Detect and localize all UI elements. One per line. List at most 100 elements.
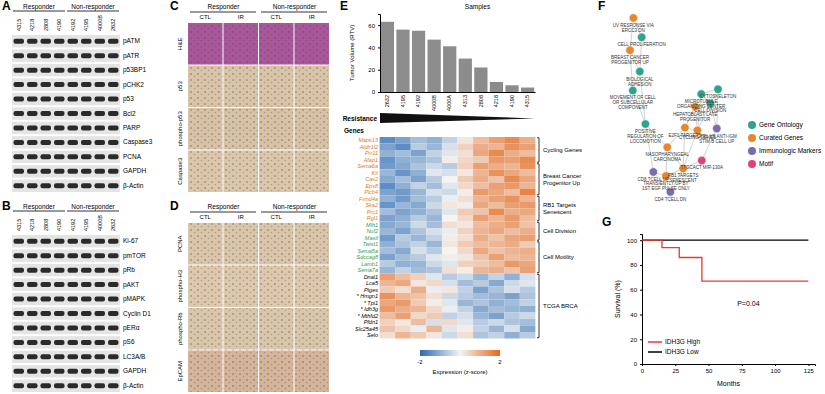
tick: 0 (634, 361, 642, 367)
heat-cell (473, 215, 489, 222)
tick: 0 (641, 364, 645, 374)
node-label: CD4 TCELL DN (655, 197, 687, 202)
blot-strip (12, 278, 120, 290)
heat-cell (489, 287, 505, 294)
tissue-texture (188, 308, 223, 350)
group-line (67, 211, 119, 212)
heat-cell (473, 254, 489, 261)
legend-label: Immunologic Markers (759, 147, 822, 155)
heat-cell (442, 150, 458, 157)
tick-label: 4192 (415, 95, 421, 107)
heat-cell (442, 254, 458, 261)
gene-label: Sema5a (358, 248, 379, 254)
tick-label: 25 (672, 368, 679, 374)
blot-band (54, 325, 65, 330)
resistance-label: Resistance (343, 115, 378, 122)
bar (412, 31, 425, 92)
color-bar-tick: -2 (417, 359, 423, 365)
condition-label: CTL (271, 14, 283, 20)
blot-strip (12, 136, 120, 148)
blot-band (95, 253, 106, 258)
heat-cell (504, 150, 520, 157)
blot-band (41, 268, 52, 273)
heat-cell (473, 196, 489, 203)
group-bracket (537, 222, 539, 240)
tissue-texture (259, 23, 294, 65)
heat-cell (380, 313, 396, 320)
blot-band (54, 297, 65, 302)
blot-band (54, 82, 65, 87)
tick-label: 4315 (524, 95, 530, 107)
tissue-image (295, 108, 330, 150)
heat-cell (380, 280, 396, 287)
heat-cell (442, 215, 458, 222)
tick-label: 4000A (446, 95, 452, 111)
heat-cell (411, 267, 427, 274)
blot-band (41, 325, 52, 330)
blot-band (95, 282, 106, 287)
tick-label: 4000B (431, 95, 437, 111)
heat-cell (380, 228, 396, 235)
row-label: phospho-p53 (177, 111, 183, 147)
heat-cell (489, 241, 505, 248)
gene-label: * Tpi1 (364, 300, 378, 306)
heat-cell (380, 235, 396, 242)
blot-band (27, 68, 38, 73)
blot-band (81, 369, 92, 374)
blot-strip (12, 249, 120, 261)
tick: 20 (630, 337, 642, 343)
blot-band (14, 325, 25, 330)
tick: 4315 (524, 95, 530, 107)
heat-cell (520, 274, 536, 281)
x-axis-title: Months (717, 380, 740, 387)
blot-band (68, 169, 79, 174)
gene-label: Ska2 (365, 202, 378, 208)
sample-label: 4190 (56, 19, 62, 31)
blot-band (41, 311, 52, 316)
legend-swatch (648, 351, 662, 353)
tissue-image (259, 66, 294, 108)
blot-band (14, 154, 25, 159)
blot-band (68, 311, 79, 316)
heat-cell (380, 267, 396, 274)
tissue-image (188, 23, 223, 65)
group-line (67, 11, 119, 12)
blot-band (14, 340, 25, 345)
heat-cell (380, 287, 396, 294)
y-axis-title: Tumor Volume (RTV) (349, 25, 355, 81)
protein-label: pATM (123, 37, 140, 45)
heat-cell (426, 183, 442, 190)
blot-band (41, 297, 52, 302)
blot-band (54, 68, 65, 73)
blot-band (108, 268, 119, 273)
group-line (261, 12, 327, 13)
bar (490, 82, 503, 92)
blot-band (14, 68, 25, 73)
heat-cell (458, 202, 474, 209)
blot-band (27, 311, 38, 316)
blot-panel: 4315421828084190Responder419241954000B26… (12, 3, 153, 192)
heat-cell (380, 163, 396, 170)
heat-cell (411, 261, 427, 268)
heat-cell (520, 137, 536, 144)
heat-cell (504, 215, 520, 222)
heat-cell (380, 209, 396, 216)
group-label: TCGA BRCA (543, 303, 578, 309)
blot-band (14, 239, 25, 244)
heat-cell (473, 241, 489, 248)
tissue-image (188, 151, 223, 193)
row-label: p53 (177, 81, 183, 92)
blot-band (41, 68, 52, 73)
heat-cell (426, 306, 442, 313)
heat-cell (473, 326, 489, 333)
bar (474, 67, 487, 92)
heat-cell (411, 176, 427, 183)
tissue-image (295, 351, 330, 393)
tick-mark (640, 364, 642, 365)
heat-cell (442, 332, 458, 339)
gene-label: Aldh1l2 (359, 144, 378, 150)
network: CYCLING GENESHEPATOBLAST LATEPROGENITORC… (610, 14, 737, 202)
tissue-texture (259, 266, 294, 308)
heat-cell (395, 319, 411, 326)
gene-label: Lamb1 (361, 261, 378, 267)
